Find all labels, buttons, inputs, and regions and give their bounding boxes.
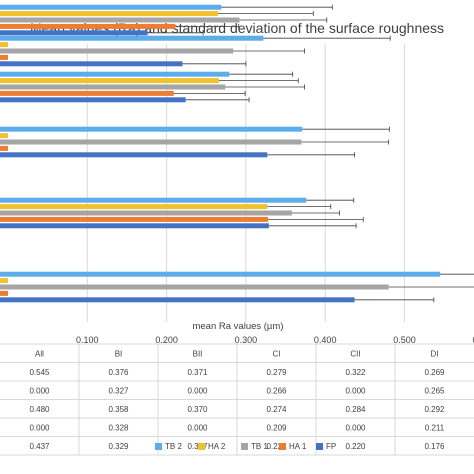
x-axis-title: mean Ra values (µm): [192, 321, 283, 332]
bar: [0, 30, 148, 36]
table-cell: 0.376: [108, 368, 129, 377]
error-bar-layer: [147, 4, 474, 303]
table-cell: 0.000: [345, 423, 366, 432]
table-cell: 0.370: [187, 405, 208, 414]
table-header-cell: BI: [115, 349, 123, 358]
table-header-cell: CI: [273, 349, 281, 358]
table-cell: 0.269: [424, 368, 445, 377]
bar: [0, 71, 230, 77]
table-cell: 0.220: [345, 442, 366, 451]
bar: [0, 11, 219, 17]
bar: [0, 271, 441, 277]
table-cell: 0.545: [29, 368, 50, 377]
table-cell: 0.284: [345, 405, 366, 414]
legend-swatch: [198, 443, 205, 450]
table-cell: 0.329: [108, 442, 129, 451]
bar: [0, 139, 302, 145]
table-header-cell: CII: [350, 349, 360, 358]
bar: [0, 54, 8, 60]
legend-label: TB 2: [165, 442, 182, 451]
table-cell: 0.000: [187, 423, 208, 432]
bar: [0, 42, 8, 48]
x-tick-label: 0.300: [235, 335, 258, 345]
table-cell: 0.000: [187, 386, 208, 395]
x-tick-label: 0.200: [155, 335, 178, 345]
bar: [0, 223, 269, 229]
x-tick-label: 0.400: [314, 335, 337, 345]
bar: [0, 284, 389, 290]
bar: [0, 297, 355, 303]
bar: [0, 210, 292, 216]
table-cell: 0.371: [187, 368, 208, 377]
bar: [0, 126, 303, 132]
data-table: All BI BII CI CII DI 0.545 0.376 0.371 0.279 0.322…: [0, 343, 474, 456]
legend-label: HA 1: [289, 442, 307, 451]
table-cell: 0.224: [266, 442, 287, 451]
table-cell: 0.000: [29, 423, 50, 432]
table-cell: 0.266: [266, 386, 287, 395]
bar-layer: [0, 4, 441, 303]
legend-label: TB 1: [251, 442, 268, 451]
bar: [0, 133, 8, 139]
bar: [0, 4, 222, 10]
bar: [0, 197, 307, 203]
table-cell: 0.328: [108, 423, 129, 432]
legend-swatch: [155, 443, 162, 450]
x-tick-labels: 0.100 0.200 0.300 0.400 0.500 0.600: [76, 335, 474, 345]
table-cell: 0.480: [29, 405, 50, 414]
legend-swatch: [241, 443, 248, 450]
bar: [0, 35, 264, 41]
table-cell: 0.327: [108, 386, 129, 395]
x-tick-label: 0.600: [473, 335, 474, 345]
table-cell: 0.209: [266, 423, 287, 432]
legend-label: HA 2: [208, 442, 226, 451]
bar: [0, 204, 268, 210]
x-tick-label: 0.100: [76, 335, 99, 345]
legend-swatch: [316, 443, 323, 450]
table-header-cell: All: [35, 349, 44, 358]
bar: [0, 97, 186, 103]
table-cell: 0.176: [424, 442, 445, 451]
table-cell: 0.437: [29, 442, 50, 451]
bar: [0, 216, 269, 222]
bar: [0, 84, 226, 90]
table-header-cell: BII: [193, 349, 203, 358]
table-cell: 0.327: [187, 442, 208, 451]
bar: [0, 152, 268, 158]
table-cell: 0.322: [345, 368, 366, 377]
bar: [0, 61, 183, 67]
legend-label: FP: [326, 442, 336, 451]
table-header-cell: DI: [431, 349, 439, 358]
table-cell: 0.211: [425, 423, 445, 432]
table-cell: 0.279: [266, 368, 287, 377]
bar: [0, 48, 234, 54]
bar: [0, 145, 8, 151]
bar: [0, 23, 176, 29]
table-cell: 0.274: [266, 405, 287, 414]
table-cell: 0.265: [424, 386, 445, 395]
bar: [0, 90, 174, 96]
bar: [0, 290, 8, 296]
legend: TB 2 HA 2 TB 1 HA 1 FP: [155, 442, 336, 451]
table-cell: 0.000: [345, 386, 366, 395]
table-cell: 0.292: [424, 405, 445, 414]
x-tick-label: 0.500: [393, 335, 416, 345]
bar: [0, 278, 8, 284]
bar: [0, 78, 219, 84]
table-cell: 0.000: [29, 386, 50, 395]
table-cell: 0.358: [108, 405, 129, 414]
legend-swatch: [279, 443, 286, 450]
bar: [0, 17, 240, 23]
